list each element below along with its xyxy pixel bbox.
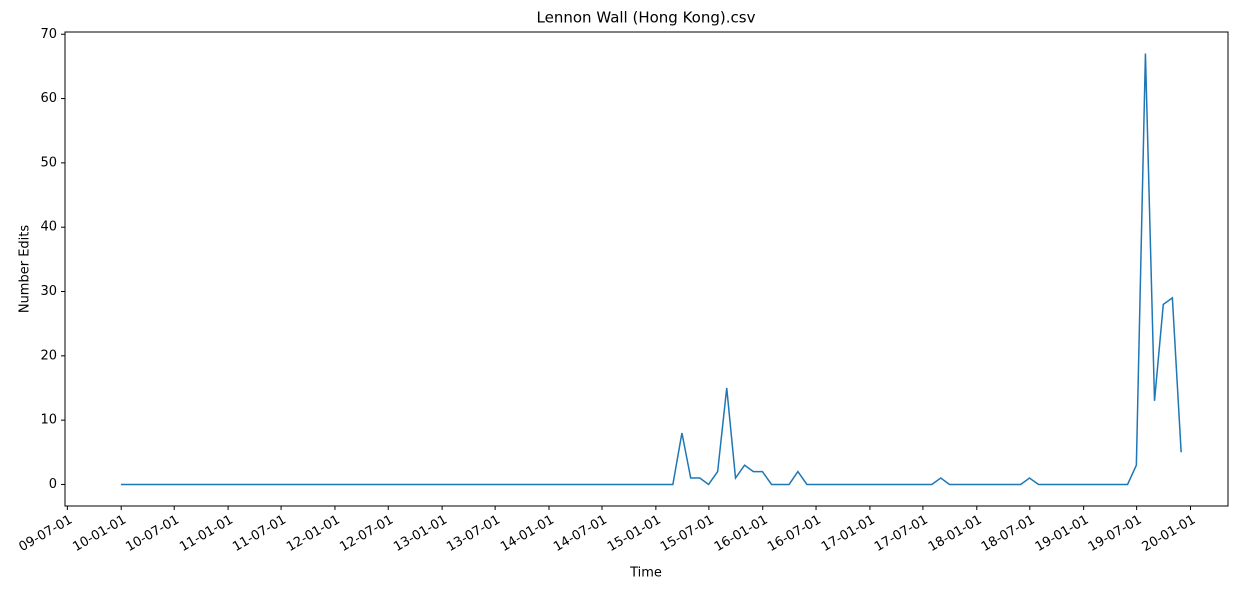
x-tick-label: 12-01-01 bbox=[284, 513, 343, 555]
x-tick-label: 17-01-01 bbox=[819, 513, 878, 555]
x-tick-label: 11-01-01 bbox=[177, 513, 236, 555]
x-tick-label: 14-01-01 bbox=[498, 513, 557, 555]
x-tick-label: 13-07-01 bbox=[444, 513, 503, 555]
y-tick-label: 30 bbox=[40, 284, 57, 299]
x-tick-label: 09-07-01 bbox=[16, 513, 75, 555]
y-tick-label: 50 bbox=[40, 155, 57, 170]
y-tick-label: 40 bbox=[40, 220, 57, 235]
y-tick-label: 20 bbox=[40, 348, 57, 363]
plot-frame bbox=[64, 31, 1229, 507]
x-tick-label: 18-01-01 bbox=[926, 513, 985, 555]
x-tick-label: 19-07-01 bbox=[1086, 513, 1145, 555]
x-tick-label: 17-07-01 bbox=[872, 513, 931, 555]
x-tick-label: 14-07-01 bbox=[551, 513, 610, 555]
y-tick-label: 0 bbox=[49, 477, 57, 492]
x-tick-label: 13-01-01 bbox=[391, 513, 450, 555]
x-tick-label: 16-01-01 bbox=[712, 513, 771, 555]
y-tick-label: 10 bbox=[40, 413, 57, 428]
x-tick-label: 19-01-01 bbox=[1033, 513, 1092, 555]
x-tick-label: 15-01-01 bbox=[605, 513, 664, 555]
data-line bbox=[120, 53, 1182, 486]
y-tick-label: 60 bbox=[40, 91, 57, 106]
x-tick-label: 10-07-01 bbox=[123, 513, 182, 555]
x-tick-label: 20-01-01 bbox=[1140, 513, 1199, 555]
x-tick-label: 12-07-01 bbox=[337, 513, 396, 555]
y-axis-label: Number Edits bbox=[18, 225, 33, 314]
x-tick-label: 10-01-01 bbox=[70, 513, 129, 555]
x-axis-label: Time bbox=[629, 566, 662, 581]
x-tick-label: 18-07-01 bbox=[979, 513, 1038, 555]
chart-title: Lennon Wall (Hong Kong).csv bbox=[537, 9, 756, 27]
x-tick-label: 16-07-01 bbox=[765, 513, 824, 555]
y-tick-label: 70 bbox=[40, 27, 57, 42]
x-tick-label: 11-07-01 bbox=[230, 513, 289, 555]
x-tick-label: 15-07-01 bbox=[658, 513, 717, 555]
